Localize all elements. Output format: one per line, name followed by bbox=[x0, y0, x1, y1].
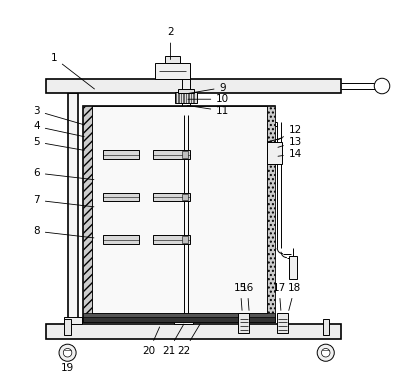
Bar bbox=[83, 106, 91, 322]
Circle shape bbox=[317, 344, 334, 361]
Bar bbox=[268, 142, 282, 165]
Text: 11: 11 bbox=[187, 106, 229, 116]
Text: 7: 7 bbox=[33, 195, 94, 207]
Bar bbox=[182, 194, 188, 201]
Text: 8: 8 bbox=[33, 226, 94, 238]
Text: 15: 15 bbox=[234, 283, 247, 310]
Bar bbox=[91, 106, 267, 313]
Bar bbox=[102, 235, 139, 244]
Bar bbox=[289, 256, 297, 279]
Circle shape bbox=[322, 348, 330, 357]
Text: 21: 21 bbox=[162, 324, 184, 356]
Bar bbox=[239, 313, 249, 333]
Text: 6: 6 bbox=[33, 168, 94, 179]
Bar bbox=[178, 167, 194, 170]
Bar bbox=[64, 317, 82, 325]
Bar bbox=[164, 56, 180, 63]
Bar bbox=[182, 236, 188, 243]
Bar bbox=[83, 317, 275, 322]
Bar bbox=[277, 313, 288, 333]
Ellipse shape bbox=[271, 147, 279, 160]
Bar bbox=[46, 325, 341, 339]
Text: 14: 14 bbox=[278, 149, 302, 159]
Bar bbox=[323, 319, 329, 335]
Text: 12: 12 bbox=[278, 125, 302, 140]
Circle shape bbox=[63, 348, 72, 357]
Text: 22: 22 bbox=[177, 324, 200, 356]
Bar bbox=[46, 79, 341, 93]
Bar bbox=[153, 235, 190, 244]
Text: 4: 4 bbox=[33, 121, 84, 137]
Text: 20: 20 bbox=[143, 327, 160, 356]
Bar bbox=[102, 150, 139, 159]
Bar bbox=[178, 161, 189, 325]
Text: 5: 5 bbox=[33, 137, 84, 151]
Text: 13: 13 bbox=[278, 137, 302, 147]
Text: 19: 19 bbox=[61, 363, 74, 373]
Bar bbox=[267, 106, 275, 322]
Bar bbox=[68, 93, 79, 325]
Text: 2: 2 bbox=[167, 27, 174, 59]
Text: 3: 3 bbox=[33, 106, 84, 125]
Text: 9: 9 bbox=[189, 83, 226, 93]
Bar bbox=[64, 319, 71, 335]
Text: 1: 1 bbox=[51, 53, 94, 89]
Bar bbox=[153, 193, 190, 201]
Bar bbox=[182, 151, 188, 158]
Bar bbox=[153, 150, 190, 159]
Bar bbox=[174, 317, 193, 325]
Text: 18: 18 bbox=[288, 283, 301, 310]
Text: 10: 10 bbox=[188, 94, 229, 104]
Bar bbox=[83, 313, 275, 322]
Circle shape bbox=[59, 344, 76, 361]
Bar bbox=[83, 106, 275, 322]
Text: 17: 17 bbox=[272, 283, 286, 310]
Text: 16: 16 bbox=[241, 283, 254, 310]
Bar bbox=[178, 89, 194, 93]
Bar bbox=[102, 193, 139, 201]
Circle shape bbox=[374, 78, 390, 94]
Bar bbox=[175, 92, 197, 103]
Bar bbox=[155, 63, 190, 79]
